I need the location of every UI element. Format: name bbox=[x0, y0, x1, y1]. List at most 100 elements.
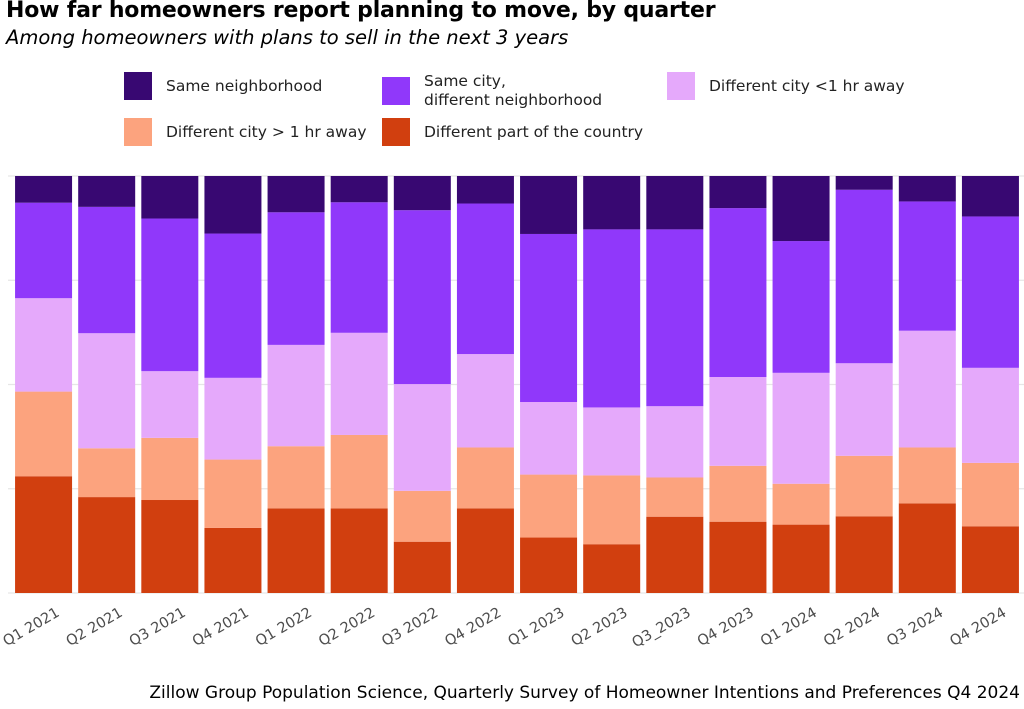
bar-segment bbox=[646, 477, 704, 517]
legend-item-same-city: Same city, different neighborhood bbox=[382, 72, 602, 110]
x-tick-label: Q3_2023 bbox=[629, 605, 693, 651]
bar-segment bbox=[15, 202, 73, 299]
x-tick-label: Q2 2023 bbox=[569, 605, 631, 650]
bar-segment bbox=[330, 176, 388, 203]
bar-segment bbox=[15, 176, 73, 203]
bar-segment bbox=[835, 455, 893, 517]
legend-swatch bbox=[124, 72, 152, 100]
legend-swatch bbox=[667, 72, 695, 100]
bar-segment bbox=[961, 216, 1019, 368]
bar-segment bbox=[393, 490, 451, 542]
bar-segment bbox=[898, 503, 956, 593]
legend-label: Same city, different neighborhood bbox=[424, 72, 603, 109]
bar-segment bbox=[646, 406, 704, 478]
bar-segment bbox=[456, 508, 514, 593]
bar-segment bbox=[835, 176, 893, 190]
x-tick-label: Q1 2024 bbox=[758, 605, 820, 650]
bar-segment bbox=[78, 176, 136, 207]
bar-segment bbox=[583, 544, 641, 593]
bar-segment bbox=[520, 474, 578, 538]
legend-label: Different part of the country bbox=[424, 122, 644, 141]
x-tick-label: Q4 2023 bbox=[695, 605, 757, 650]
x-tick-label: Q1 2022 bbox=[253, 605, 315, 650]
bar-segment bbox=[520, 176, 578, 234]
bar-segment bbox=[961, 526, 1019, 593]
bar-segment bbox=[15, 391, 73, 477]
bar-segment bbox=[393, 210, 451, 385]
legend-item-different-city-near: Different city <1 hr away bbox=[667, 72, 905, 100]
legend-label: Different city <1 hr away bbox=[709, 76, 905, 95]
bar-segment bbox=[141, 437, 199, 501]
bar-segment bbox=[898, 330, 956, 448]
bar-segment bbox=[141, 218, 199, 372]
bar-segment bbox=[15, 298, 73, 392]
bar-segment bbox=[772, 241, 830, 373]
legend-item-same-neighborhood: Same neighborhood bbox=[124, 72, 322, 100]
bar-segment bbox=[772, 483, 830, 525]
bar-segment bbox=[141, 176, 199, 219]
x-tick-label: Q2 2024 bbox=[821, 605, 883, 650]
bar-segment bbox=[204, 377, 262, 460]
x-tick-label: Q3 2022 bbox=[379, 605, 441, 650]
bar-segment bbox=[15, 476, 73, 593]
bar-segment bbox=[835, 516, 893, 593]
bar-segment bbox=[898, 447, 956, 504]
bar-segment bbox=[78, 206, 136, 334]
bar-segment bbox=[583, 176, 641, 230]
bar-segment bbox=[520, 402, 578, 475]
legend-swatch bbox=[382, 77, 410, 105]
bar-segment bbox=[330, 202, 388, 333]
bar-segment bbox=[709, 176, 767, 209]
bar-segment bbox=[456, 354, 514, 448]
bar-segment bbox=[709, 376, 767, 466]
bar-segment bbox=[330, 332, 388, 435]
bar-segment bbox=[204, 459, 262, 528]
x-tick-label: Q2 2021 bbox=[64, 605, 126, 650]
bar-segment bbox=[898, 176, 956, 202]
bar-segment bbox=[961, 176, 1019, 217]
bar-segment bbox=[267, 344, 325, 447]
legend-item-different-part-country: Different part of the country bbox=[382, 118, 643, 146]
bar-segment bbox=[267, 508, 325, 593]
bar-segment bbox=[646, 176, 704, 230]
legend-swatch bbox=[124, 118, 152, 146]
bar-segment bbox=[772, 524, 830, 593]
bar-segment bbox=[141, 500, 199, 593]
legend-label: Same neighborhood bbox=[166, 76, 323, 95]
bar-segment bbox=[520, 233, 578, 403]
bar-segment bbox=[772, 176, 830, 242]
x-tick-label: Q1 2023 bbox=[506, 605, 568, 650]
chart-title: How far homeowners report planning to mo… bbox=[6, 0, 716, 23]
x-tick-label: Q4 2022 bbox=[442, 605, 504, 650]
bar-segment bbox=[835, 363, 893, 456]
bar-segment bbox=[141, 371, 199, 438]
bar-segment bbox=[204, 233, 262, 378]
bar-segment bbox=[646, 516, 704, 593]
bar-segment bbox=[456, 176, 514, 204]
bar-segment bbox=[204, 527, 262, 593]
bar-segment bbox=[456, 447, 514, 509]
bar-segment bbox=[330, 434, 388, 509]
bar-segment bbox=[583, 407, 641, 476]
bar-segment bbox=[898, 201, 956, 331]
bar-segment bbox=[330, 508, 388, 593]
bar-segment bbox=[961, 462, 1019, 527]
bar-segment bbox=[709, 208, 767, 377]
bar-segment bbox=[583, 229, 641, 408]
bar-segment bbox=[393, 541, 451, 593]
bar-segment bbox=[456, 203, 514, 355]
x-tick-label: Q3 2021 bbox=[127, 605, 189, 650]
bar-segment bbox=[78, 333, 136, 449]
bar-segment bbox=[520, 537, 578, 593]
bar-segment bbox=[709, 521, 767, 593]
legend-swatch bbox=[382, 118, 410, 146]
bar-segment bbox=[583, 475, 641, 545]
bar-segment bbox=[772, 372, 830, 484]
bar-segment bbox=[78, 497, 136, 593]
bar-segment bbox=[78, 448, 136, 498]
bar-segment bbox=[204, 176, 262, 234]
x-tick-label: Q4 2021 bbox=[190, 605, 252, 650]
bar-segment bbox=[646, 229, 704, 407]
bar-segment bbox=[393, 384, 451, 491]
